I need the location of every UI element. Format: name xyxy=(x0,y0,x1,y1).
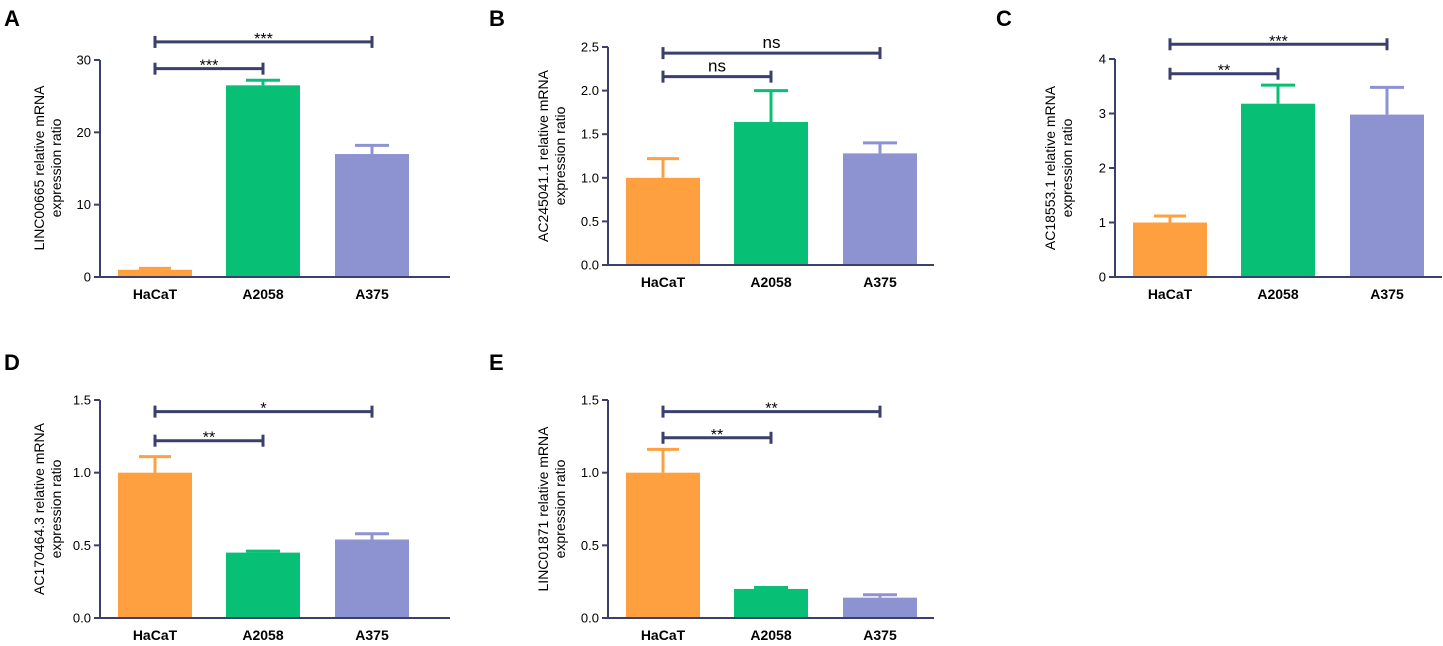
significance-label: *** xyxy=(1269,33,1288,50)
bar-a375 xyxy=(843,153,917,265)
y-tick-label: 1.5 xyxy=(73,393,91,408)
x-tick-label: HaCaT xyxy=(133,627,178,643)
bar-a2058 xyxy=(226,85,300,277)
y-tick-label: 1.5 xyxy=(581,393,599,408)
y-tick-label: 0.0 xyxy=(581,258,599,273)
x-tick-label: HaCaT xyxy=(641,274,686,290)
y-axis-label: LINC01871 relative mRNAexpression ratio xyxy=(535,426,568,592)
y-tick-label: 0.5 xyxy=(581,538,599,553)
bar-hacat xyxy=(1133,222,1207,277)
x-tick-label: A375 xyxy=(355,286,389,302)
y-tick-label: 2.5 xyxy=(581,40,599,55)
x-tick-label: A375 xyxy=(863,274,897,290)
significance-label: ** xyxy=(711,427,723,444)
bar-a375 xyxy=(843,597,917,618)
y-tick-label: 1.0 xyxy=(73,465,91,480)
y-axis-label: LINC00665 relative mRNAexpression ratio xyxy=(31,85,64,251)
y-tick-label: 0 xyxy=(84,270,91,285)
bar-hacat xyxy=(626,177,700,265)
panel-letter: B xyxy=(489,6,505,31)
x-tick-label: HaCaT xyxy=(133,286,178,302)
bar-hacat xyxy=(626,472,700,618)
panel-letter: C xyxy=(996,6,1012,31)
y-tick-label: 4 xyxy=(1099,52,1106,67)
significance-label: ns xyxy=(763,33,781,52)
significance-label: ** xyxy=(1218,63,1230,80)
y-tick-label: 0 xyxy=(1099,270,1106,285)
y-axis-label: AC170464.3 relative mRNAexpression ratio xyxy=(31,422,64,595)
x-tick-label: A2058 xyxy=(750,274,791,290)
bar-a2058 xyxy=(226,552,300,618)
x-tick-label: A2058 xyxy=(1257,286,1298,302)
x-tick-label: A2058 xyxy=(750,627,791,643)
bar-a2058 xyxy=(734,588,808,618)
y-tick-label: 2 xyxy=(1099,161,1106,176)
bar-hacat xyxy=(118,472,192,618)
y-tick-label: 0.5 xyxy=(73,538,91,553)
y-tick-label: 1 xyxy=(1099,215,1106,230)
significance-label: ns xyxy=(708,57,726,76)
panel-letter: E xyxy=(489,350,504,375)
bar-a2058 xyxy=(734,121,808,265)
y-tick-label: 20 xyxy=(77,125,91,140)
x-tick-label: A2058 xyxy=(242,286,283,302)
y-tick-label: 10 xyxy=(77,197,91,212)
significance-label: * xyxy=(260,401,266,418)
y-tick-label: 0.5 xyxy=(581,214,599,229)
y-tick-label: 2.0 xyxy=(581,83,599,98)
panel-b: B AC245041.1 relative mRNAexpression rati… xyxy=(489,6,934,290)
panel-a: A LINC00665 relative mRNAexpression ratio… xyxy=(4,6,450,302)
panel-d: D AC170464.3 relative mRNAexpression rati… xyxy=(4,350,450,643)
x-tick-label: A375 xyxy=(1370,286,1404,302)
significance-label: *** xyxy=(254,31,273,48)
bar-a375 xyxy=(335,539,409,618)
significance-label: ** xyxy=(203,430,215,447)
y-tick-label: 0.0 xyxy=(73,611,91,626)
bar-a375 xyxy=(335,154,409,277)
y-tick-label: 30 xyxy=(77,53,91,68)
y-tick-label: 1.5 xyxy=(581,127,599,142)
significance-label: ** xyxy=(765,401,777,418)
panel-letter: D xyxy=(4,350,20,375)
x-tick-label: HaCaT xyxy=(641,627,686,643)
x-tick-label: A375 xyxy=(355,627,389,643)
y-axis-label: AC18553.1 relative mRNAexpression ratio xyxy=(1042,85,1075,250)
bar-a2058 xyxy=(1241,103,1315,277)
y-tick-label: 0.0 xyxy=(581,611,599,626)
panel-e: E LINC01871 relative mRNAexpression ratio… xyxy=(489,350,934,643)
x-tick-label: A2058 xyxy=(242,627,283,643)
panel-letter: A xyxy=(4,6,20,31)
bar-hacat xyxy=(118,269,192,277)
x-tick-label: HaCaT xyxy=(1148,286,1193,302)
y-tick-label: 1.0 xyxy=(581,465,599,480)
significance-label: *** xyxy=(200,58,219,75)
y-tick-label: 3 xyxy=(1099,106,1106,121)
y-tick-label: 1.0 xyxy=(581,170,599,185)
y-axis-label: AC245041.1 relative mRNAexpression ratio xyxy=(535,69,568,242)
panel-c: C AC18553.1 relative mRNAexpression ratio… xyxy=(996,6,1442,302)
bar-a375 xyxy=(1350,114,1424,277)
x-tick-label: A375 xyxy=(863,627,897,643)
